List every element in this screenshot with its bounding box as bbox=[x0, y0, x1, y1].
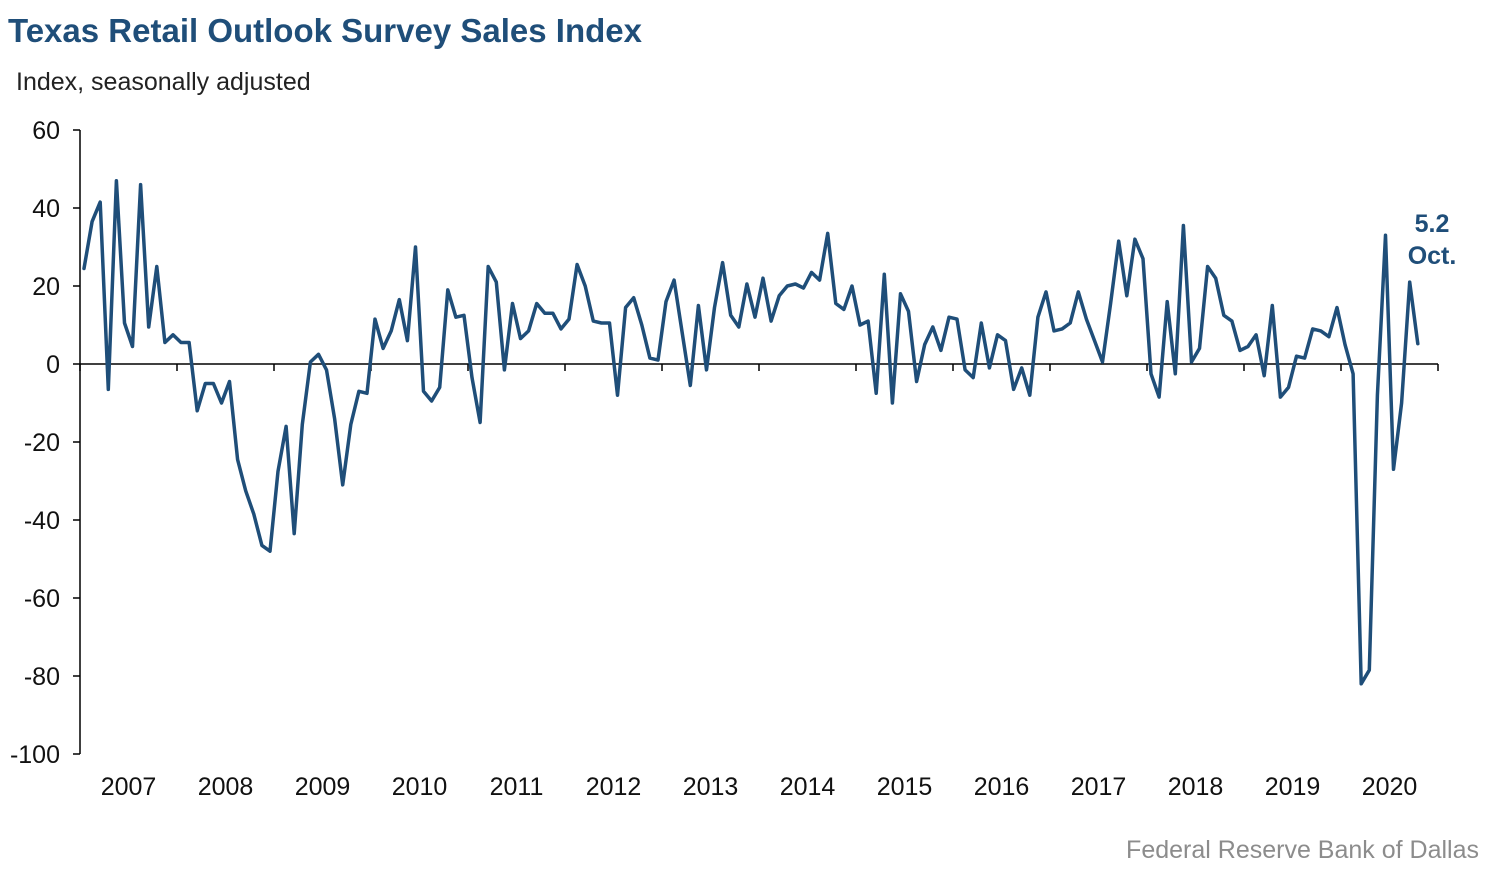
x-tick-label: 2020 bbox=[1362, 773, 1418, 801]
x-tick-label: 2019 bbox=[1265, 773, 1321, 801]
y-axis-label: Index, seasonally adjusted bbox=[16, 68, 311, 96]
x-tick-label: 2011 bbox=[490, 773, 544, 801]
y-tick-label: 0 bbox=[46, 351, 60, 379]
x-tick-label: 2007 bbox=[101, 773, 157, 801]
x-tick-label: 2009 bbox=[295, 773, 351, 801]
y-axis-ticks: 60 40 20 0 -20 -40 -60 -80 -100 bbox=[10, 117, 80, 769]
x-tick-label: 2008 bbox=[198, 773, 254, 801]
x-tick-label: 2017 bbox=[1071, 773, 1127, 801]
x-tick-label: 2012 bbox=[586, 773, 642, 801]
x-axis-ticks: 2007 2008 2009 2010 2011 2012 2013 2014 2015 2016… bbox=[79, 364, 1439, 801]
source-note: Federal Reserve Bank of Dallas bbox=[1126, 836, 1479, 864]
x-tick-label: 2015 bbox=[877, 773, 933, 801]
x-tick-label: 2013 bbox=[683, 773, 739, 801]
series-line bbox=[82, 178, 1420, 686]
x-tick-label: 2016 bbox=[974, 773, 1030, 801]
last-value-annotation: 5.2 Oct. bbox=[1408, 210, 1457, 270]
y-tick-label: -40 bbox=[24, 507, 60, 535]
y-tick-label: -60 bbox=[24, 585, 60, 613]
y-tick-label: -80 bbox=[24, 663, 60, 691]
y-tick-label: 40 bbox=[32, 195, 60, 223]
y-tick-label: -100 bbox=[10, 741, 60, 769]
x-tick-label: 2014 bbox=[780, 773, 836, 801]
annotation-label: Oct. bbox=[1408, 242, 1457, 270]
y-tick-label: -20 bbox=[24, 429, 60, 457]
annotation-value: 5.2 bbox=[1415, 210, 1450, 238]
x-tick-label: 2018 bbox=[1168, 773, 1224, 801]
series-group bbox=[82, 178, 1420, 686]
y-tick-label: 20 bbox=[32, 273, 60, 301]
y-tick-label: 60 bbox=[32, 117, 60, 145]
x-tick-label: 2010 bbox=[392, 773, 448, 801]
chart-title: Texas Retail Outlook Survey Sales Index bbox=[8, 12, 642, 49]
